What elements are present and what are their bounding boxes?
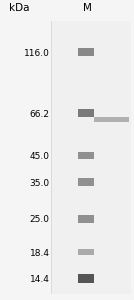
Bar <box>78 215 94 223</box>
Bar <box>78 48 94 56</box>
Bar <box>78 109 94 117</box>
Bar <box>78 274 94 283</box>
Bar <box>78 178 94 186</box>
Text: M: M <box>83 3 92 13</box>
Text: kDa: kDa <box>9 3 30 13</box>
Bar <box>94 117 129 122</box>
Bar <box>78 249 94 255</box>
Bar <box>78 152 94 159</box>
